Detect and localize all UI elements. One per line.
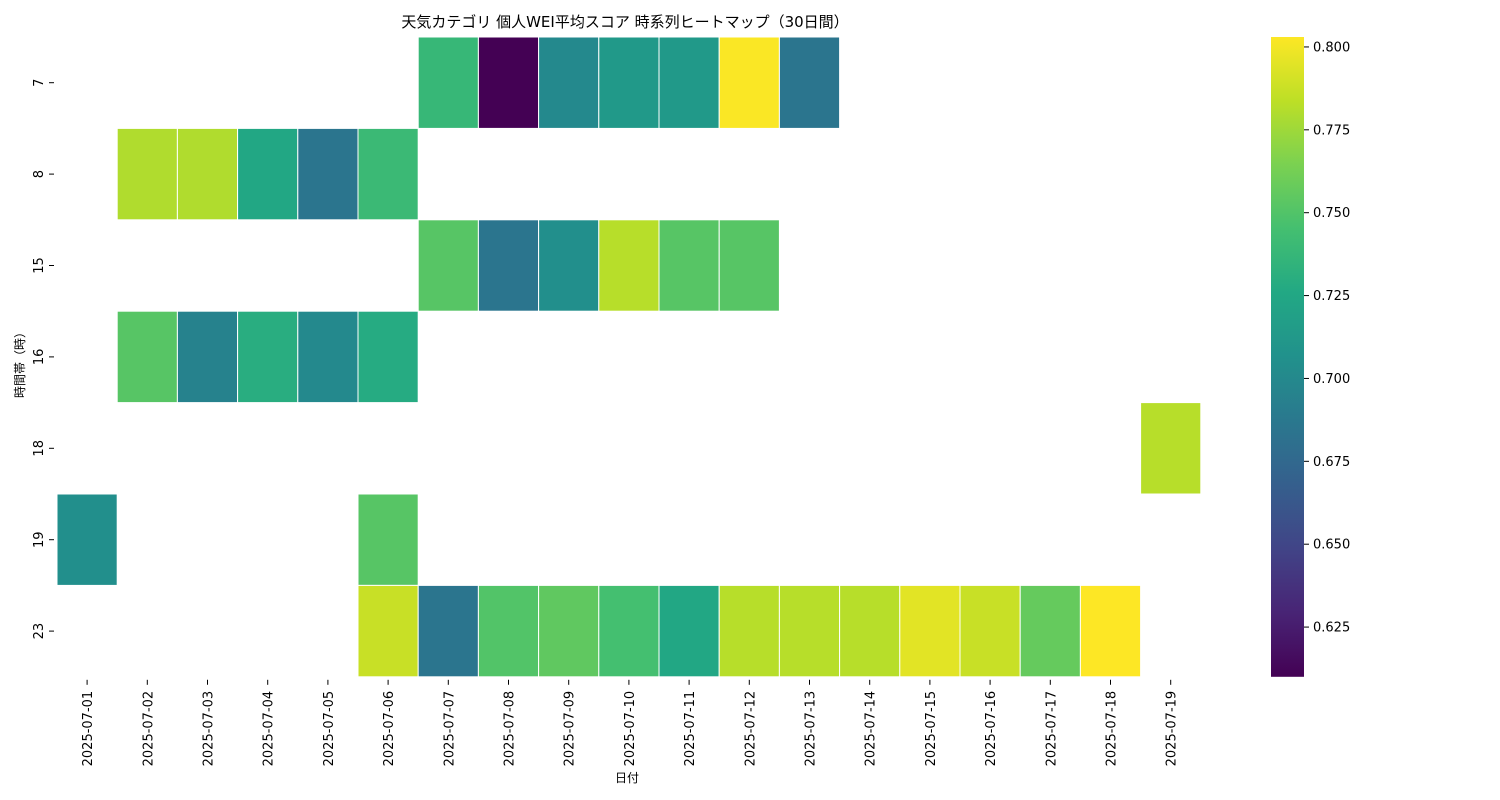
heatmap-cell: [718, 219, 780, 312]
heatmap-cell: [417, 36, 479, 129]
heatmap-cell: [718, 36, 780, 129]
colorbar-tick-label: 0.675: [1313, 455, 1350, 470]
y-tick-label: 23: [32, 623, 47, 640]
x-tick-label: 2025-07-03: [202, 691, 217, 767]
heatmap-cell: [297, 310, 359, 404]
y-tick-label: 7: [32, 79, 47, 87]
x-tick-label: 2025-07-12: [743, 691, 758, 767]
x-tick-label: 2025-07-05: [322, 691, 337, 767]
heatmap-cell: [237, 310, 299, 404]
colorbar: 0.625 0.650 0.675 0.700 0.725 0.750 0.775 0.800: [1271, 37, 1350, 677]
x-tick-label: 2025-07-06: [382, 691, 397, 767]
heatmap-cell: [357, 493, 419, 586]
heatmap-cell: [1140, 402, 1202, 495]
heatmap-cell: [538, 584, 600, 678]
colorbar-tick-label: 0.775: [1313, 123, 1350, 138]
x-tick-label: 2025-07-18: [1105, 691, 1120, 767]
x-tick-label: 2025-07-02: [141, 691, 156, 767]
y-tick-label: 8: [32, 170, 47, 178]
heatmap-cell: [176, 310, 239, 404]
heatmap-cell: [116, 310, 178, 404]
y-tick-label: 18: [32, 440, 47, 457]
heatmap-cell: [116, 127, 178, 221]
heatmap-cell: [357, 584, 419, 678]
x-tick-label: 2025-07-07: [442, 691, 457, 767]
x-tick-label: 2025-07-14: [864, 691, 879, 767]
x-tick-label: 2025-07-04: [262, 691, 277, 767]
heatmap-cell: [477, 219, 540, 312]
heatmap-cells: [56, 36, 1202, 678]
x-tick-label: 2025-07-16: [984, 691, 999, 767]
x-tick-label: 2025-07-01: [81, 691, 96, 767]
colorbar-tick-label: 0.650: [1313, 538, 1350, 553]
y-tick-label: 15: [32, 257, 47, 274]
heatmap-cell: [778, 36, 841, 129]
colorbar-tick-label: 0.700: [1313, 372, 1350, 387]
heatmap-cell: [538, 219, 600, 312]
x-axis-label: 日付: [615, 771, 639, 785]
x-axis: 2025-07-01 2025-07-02 2025-07-03 2025-07-04…: [81, 679, 1180, 767]
heatmap-cell: [899, 584, 961, 678]
heatmap-cell: [598, 584, 660, 678]
heatmap-cell: [56, 493, 118, 586]
x-tick-label: 2025-07-08: [503, 691, 518, 767]
x-tick-label: 2025-07-19: [1165, 691, 1180, 767]
x-tick-label: 2025-07-13: [804, 691, 819, 767]
heatmap-cell: [297, 127, 359, 221]
chart-title: 天気カテゴリ 個人WEI平均スコア 時系列ヒートマップ（30日間）: [401, 13, 848, 31]
heatmap-cell: [176, 127, 239, 221]
heatmap-cell: [598, 219, 660, 312]
heatmap-cell: [1019, 584, 1081, 678]
colorbar-tick-label: 0.725: [1313, 289, 1350, 304]
colorbar-tick-label: 0.800: [1313, 40, 1350, 55]
heatmap-cell: [658, 219, 720, 312]
x-tick-label: 2025-07-09: [563, 691, 578, 767]
heatmap-cell: [658, 36, 720, 129]
heatmap-cell: [477, 584, 540, 678]
heatmap-cell: [357, 310, 419, 404]
y-axis-label: 時間帯（時）: [13, 326, 27, 398]
heatmap-cell: [237, 127, 299, 221]
heatmap-cell: [598, 36, 660, 129]
heatmap-cell: [357, 127, 419, 221]
y-axis: 7 8 15 16 18 19 23: [32, 79, 54, 640]
x-tick-label: 2025-07-10: [623, 691, 638, 767]
colorbar-gradient: [1271, 37, 1304, 677]
y-tick-label: 19: [32, 531, 47, 548]
heatmap-cell: [778, 584, 841, 678]
heatmap-cell: [477, 36, 540, 129]
colorbar-tick-label: 0.750: [1313, 206, 1350, 221]
heatmap-cell: [718, 584, 780, 678]
heatmap-cell: [417, 219, 479, 312]
y-tick-label: 16: [32, 349, 47, 366]
heatmap-cell: [538, 36, 600, 129]
heatmap-cell: [658, 584, 720, 678]
heatmap-cell: [417, 584, 479, 678]
colorbar-tick-label: 0.625: [1313, 621, 1350, 636]
heatmap-cell: [839, 584, 901, 678]
x-tick-label: 2025-07-15: [924, 691, 939, 767]
x-tick-label: 2025-07-11: [683, 691, 698, 767]
heatmap-cell: [959, 584, 1021, 678]
x-tick-label: 2025-07-17: [1044, 691, 1059, 767]
heatmap-cell: [1079, 584, 1142, 678]
